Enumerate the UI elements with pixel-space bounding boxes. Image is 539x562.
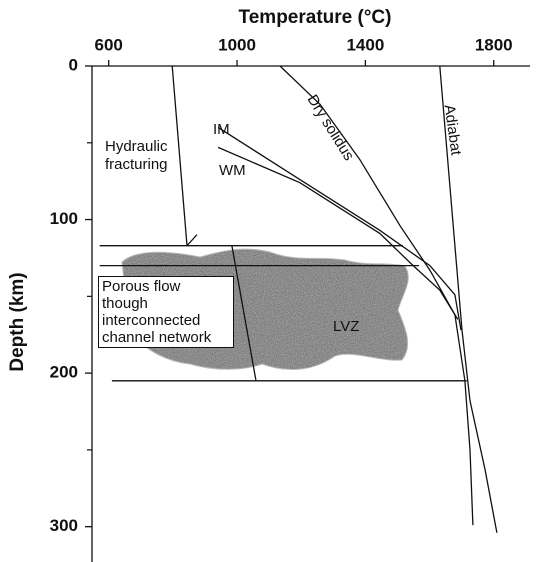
lvz-label: LVZ — [333, 318, 359, 336]
series-label: Hydraulic fracturing — [105, 138, 185, 174]
x-tick-label: 600 — [94, 35, 122, 54]
fracture-tick — [187, 235, 197, 246]
figure: Temperature (°C) Depth (km) 600100014001… — [0, 0, 539, 562]
x-tick-label: 1000 — [218, 35, 256, 54]
y-tick-label: 100 — [50, 209, 78, 228]
x-tick-label: 1800 — [475, 35, 513, 54]
x-axis-title: Temperature (°C) — [239, 7, 392, 28]
series-label: IM — [213, 121, 230, 138]
y-tick-label: 200 — [50, 363, 78, 382]
series-label: Adiabat — [441, 104, 465, 158]
x-tick-label: 1400 — [346, 35, 384, 54]
series-label: Dry solidus — [304, 92, 358, 164]
y-tick-label: 300 — [50, 516, 78, 535]
y-axis-title: Depth (km) — [7, 272, 28, 371]
porous-flow-box: Porous flow though interconnected channe… — [98, 276, 234, 348]
series-label: WM — [219, 162, 246, 179]
chart: Temperature (°C) Depth (km) 600100014001… — [0, 0, 539, 562]
y-tick-label: 0 — [69, 55, 78, 74]
